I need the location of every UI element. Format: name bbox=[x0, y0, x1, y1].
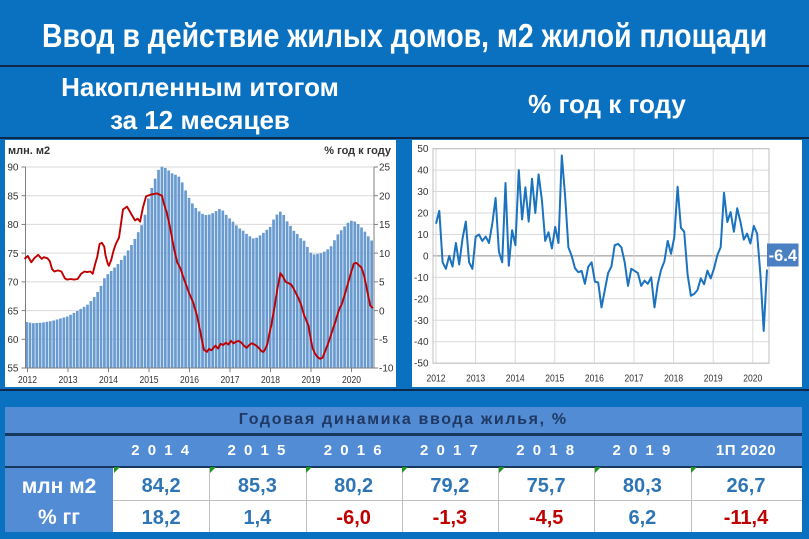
svg-text:25: 25 bbox=[379, 163, 391, 174]
svg-text:5: 5 bbox=[379, 278, 385, 289]
svg-text:0: 0 bbox=[379, 306, 385, 317]
svg-text:80: 80 bbox=[7, 220, 19, 231]
svg-text:2016: 2016 bbox=[180, 375, 199, 386]
svg-text:2015: 2015 bbox=[545, 374, 564, 385]
svg-text:50: 50 bbox=[417, 144, 429, 155]
svg-text:-30: -30 bbox=[414, 316, 429, 327]
svg-text:2012: 2012 bbox=[18, 375, 37, 386]
svg-text:20: 20 bbox=[379, 191, 391, 202]
svg-text:2014: 2014 bbox=[99, 375, 118, 386]
svg-text:-20: -20 bbox=[414, 294, 429, 305]
svg-text:0: 0 bbox=[423, 251, 429, 262]
svg-text:-50: -50 bbox=[414, 359, 429, 370]
svg-text:% год к году: % год к году bbox=[324, 145, 392, 157]
svg-text:75: 75 bbox=[7, 249, 19, 260]
svg-text:10: 10 bbox=[379, 249, 391, 260]
svg-text:млн. м2: млн. м2 bbox=[8, 145, 50, 157]
svg-text:2012: 2012 bbox=[427, 374, 446, 385]
svg-text:2015: 2015 bbox=[140, 375, 159, 386]
svg-text:-10: -10 bbox=[379, 364, 394, 375]
svg-text:70: 70 bbox=[7, 278, 19, 289]
svg-text:15: 15 bbox=[379, 220, 391, 231]
svg-text:-40: -40 bbox=[414, 337, 429, 348]
svg-text:2018: 2018 bbox=[664, 374, 683, 385]
svg-text:2013: 2013 bbox=[59, 375, 78, 386]
svg-text:30: 30 bbox=[417, 187, 429, 198]
svg-text:20: 20 bbox=[417, 209, 429, 220]
svg-text:60: 60 bbox=[7, 335, 19, 346]
svg-text:90: 90 bbox=[7, 163, 19, 174]
svg-text:2014: 2014 bbox=[506, 374, 525, 385]
svg-text:2018: 2018 bbox=[261, 375, 280, 386]
svg-text:2020: 2020 bbox=[743, 374, 762, 385]
svg-text:2020: 2020 bbox=[342, 375, 361, 386]
svg-text:10: 10 bbox=[417, 230, 429, 241]
svg-text:2019: 2019 bbox=[302, 375, 321, 386]
svg-text:40: 40 bbox=[417, 166, 429, 177]
svg-text:-6.4: -6.4 bbox=[769, 247, 798, 265]
svg-text:2017: 2017 bbox=[221, 375, 240, 386]
svg-text:2013: 2013 bbox=[466, 374, 485, 385]
svg-text:2016: 2016 bbox=[585, 374, 604, 385]
svg-text:-10: -10 bbox=[414, 273, 429, 284]
svg-text:65: 65 bbox=[7, 306, 19, 317]
svg-text:85: 85 bbox=[7, 191, 19, 202]
svg-text:2017: 2017 bbox=[625, 374, 644, 385]
svg-text:55: 55 bbox=[7, 364, 19, 375]
svg-text:2019: 2019 bbox=[704, 374, 723, 385]
svg-text:-5: -5 bbox=[379, 335, 388, 346]
